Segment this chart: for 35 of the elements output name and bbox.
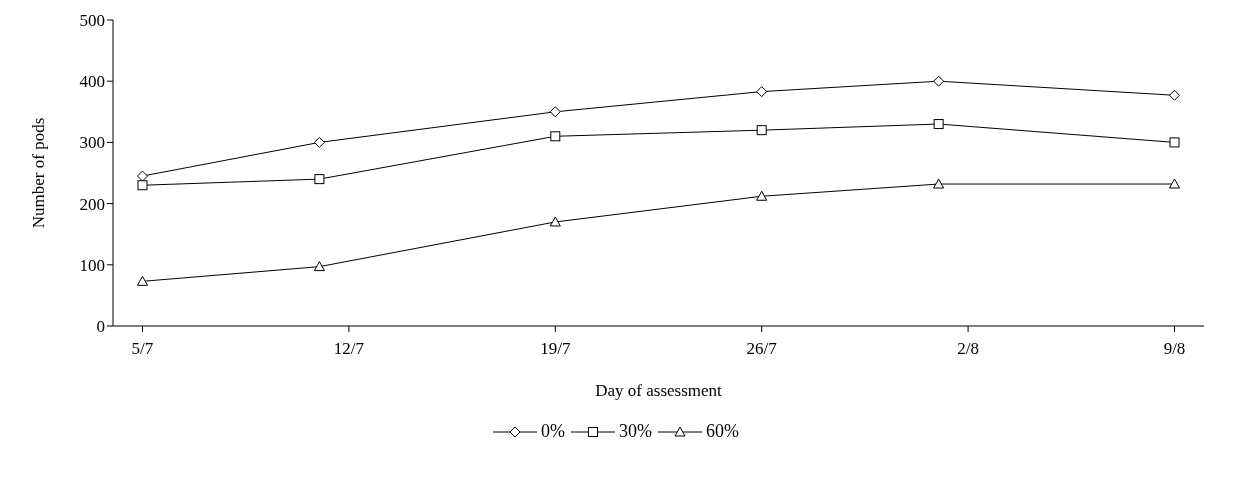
point <box>549 216 561 227</box>
point <box>549 106 561 118</box>
y-tick-label: 300 <box>79 133 105 153</box>
point <box>1169 89 1181 101</box>
y-tick-label: 100 <box>79 255 105 275</box>
point <box>550 131 561 142</box>
point <box>756 190 768 201</box>
point <box>933 75 945 87</box>
point <box>313 261 325 272</box>
point <box>756 86 768 98</box>
point <box>933 178 945 189</box>
x-tick-label: 19/7 <box>540 339 571 359</box>
x-tick-label: 9/8 <box>1163 339 1186 359</box>
point <box>756 125 767 136</box>
point <box>313 136 325 148</box>
legend-label: 0% <box>541 421 565 442</box>
y-axis-title: Number of pods <box>29 117 49 229</box>
point <box>1169 137 1180 148</box>
x-tick-label: 2/8 <box>957 339 979 359</box>
point <box>1169 178 1181 189</box>
point <box>137 180 148 191</box>
point <box>314 174 325 185</box>
x-tick-label: 26/7 <box>746 339 778 359</box>
legend-label: 30% <box>619 421 652 442</box>
point <box>933 119 944 130</box>
point <box>136 275 148 286</box>
x-tick-label: 12/7 <box>333 339 365 359</box>
y-tick-label: 400 <box>79 72 105 92</box>
x-axis-title: Day of assessment <box>595 381 723 400</box>
y-tick-label: 0 <box>96 317 105 337</box>
point <box>136 170 148 182</box>
x-tick-label: 5/7 <box>131 339 154 359</box>
y-tick-label: 200 <box>79 194 105 214</box>
y-tick-label: 500 <box>79 11 105 31</box>
legend-label: 60% <box>706 421 739 442</box>
